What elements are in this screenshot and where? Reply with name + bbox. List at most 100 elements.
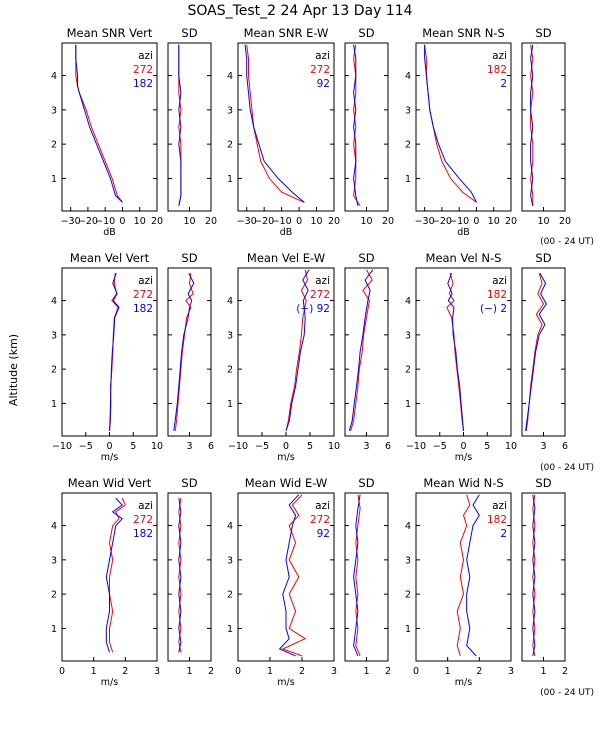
x-tick-label: −10 <box>95 216 115 227</box>
y-tick-label: 4 <box>51 71 57 82</box>
x-tick-label: 1 <box>186 666 192 677</box>
x-tick-label: 2 <box>476 666 482 677</box>
x-axis-label: dB <box>457 227 470 238</box>
y-tick-label: 2 <box>405 140 411 151</box>
x-tick-label: 0 <box>460 441 466 452</box>
x-tick-label: 3 <box>331 666 337 677</box>
y-tick-label: 4 <box>227 296 233 307</box>
panel-title: Mean Wid Vert <box>68 476 152 490</box>
x-tick-label: 10 <box>328 441 340 452</box>
x-tick-label: −10 <box>406 441 426 452</box>
x-tick-label: 10 <box>151 441 163 452</box>
legend-header: azi <box>138 50 153 62</box>
x-tick-label: −5 <box>79 441 93 452</box>
legend-header: azi <box>138 275 153 287</box>
x-tick-label: 20 <box>382 216 394 227</box>
series-line-blue <box>447 272 464 431</box>
legend-item: 182 <box>133 303 153 315</box>
x-tick-label: 5 <box>130 441 136 452</box>
plot-frame <box>521 492 566 662</box>
time-range-note-row1: (00 - 24 UT) <box>540 237 594 247</box>
plot-frame <box>344 267 389 437</box>
time-range-note-row3: (00 - 24 UT) <box>540 688 594 698</box>
legend-header: azi <box>315 50 330 62</box>
y-tick-label: 2 <box>51 365 57 376</box>
legend-item: 92 <box>317 528 330 540</box>
plot-frame <box>61 42 158 212</box>
legend-item: 92 <box>317 78 330 90</box>
x-tick-label: 0 <box>473 216 479 227</box>
y-tick-label: 2 <box>227 590 233 601</box>
series-line-blue <box>178 498 182 653</box>
panel-title: Mean Vel E-W <box>247 251 325 265</box>
x-tick-label: 1 <box>363 666 369 677</box>
x-tick-label: −10 <box>228 441 248 452</box>
panel-0-3: SD 10 20 <box>344 26 394 227</box>
x-tick-label: 5 <box>484 441 490 452</box>
x-tick-label: 10 <box>488 216 500 227</box>
x-tick-label: 1 <box>267 666 273 677</box>
x-tick-label: 10 <box>360 216 372 227</box>
panel-title: Mean SNR N-S <box>422 26 505 40</box>
y-tick-label: 1 <box>227 624 233 635</box>
panel-0-5: SD 10 20 <box>521 26 571 227</box>
panel-0-2: Mean SNR E-W 1 2 3 4 −30−20−10 0 10 20 dB azi 272 92 <box>227 26 340 238</box>
legend-header: azi <box>492 275 507 287</box>
y-tick-label: 1 <box>51 174 57 185</box>
panel-title: SD <box>358 476 374 490</box>
plot-frame <box>167 42 212 212</box>
legend-item: 182 <box>487 289 507 301</box>
x-tick-label: −20 <box>78 216 98 227</box>
x-tick-label: 20 <box>328 216 340 227</box>
x-tick-label: 3 <box>154 666 160 677</box>
y-tick-label: 2 <box>405 590 411 601</box>
legend-item: 272 <box>133 514 153 526</box>
legend-item: (−) 2 <box>480 303 507 315</box>
y-tick-label: 4 <box>227 71 233 82</box>
legend-item: 182 <box>133 78 153 90</box>
y-tick-label: 4 <box>405 521 411 532</box>
panel-title: SD <box>535 251 551 265</box>
y-tick-label: 3 <box>405 105 411 116</box>
panel-1-0: Mean Vel Vert 1 2 3 4 −10 −5 0 5 10 m/s azi 272 182 <box>51 251 163 463</box>
panel-2-3: SD 1 2 <box>344 476 391 677</box>
panel-title: SD <box>358 251 374 265</box>
series-line-red <box>174 273 194 431</box>
panel-title: Mean SNR Vert <box>67 26 153 40</box>
panel-1-3: SD 3 6 <box>344 251 391 452</box>
panel-1-1: SD 3 6 <box>167 251 214 452</box>
x-tick-label: 5 <box>307 441 313 452</box>
panel-title: SD <box>181 26 197 40</box>
x-axis-label: m/s <box>277 677 294 688</box>
panel-2-1: SD 1 2 <box>167 476 214 677</box>
y-tick-label: 3 <box>405 555 411 566</box>
legend-header: azi <box>138 500 153 512</box>
legend-header: azi <box>315 500 330 512</box>
legend-item: 2 <box>500 78 507 90</box>
time-range-note-row2: (00 - 24 UT) <box>540 463 594 473</box>
x-tick-label: 3 <box>363 441 369 452</box>
legend-item: 182 <box>133 528 153 540</box>
panel-title: SD <box>535 476 551 490</box>
y-tick-label: 3 <box>51 555 57 566</box>
series-line-blue <box>178 44 182 206</box>
series-line-blue <box>348 269 374 432</box>
plot-frame <box>344 42 389 212</box>
series-line-blue <box>75 44 123 203</box>
y-tick-label: 3 <box>51 330 57 341</box>
panel-title: SD <box>181 251 197 265</box>
series-line-red <box>353 44 361 207</box>
x-tick-label: −30 <box>61 216 81 227</box>
series-line-blue <box>424 44 477 203</box>
y-tick-label: 2 <box>405 365 411 376</box>
y-tick-label: 2 <box>51 140 57 151</box>
y-tick-label: 1 <box>51 624 57 635</box>
x-tick-label: −10 <box>272 216 292 227</box>
panel-title: Mean Vel N-S <box>426 251 502 265</box>
plot-frame <box>167 267 212 437</box>
series-line-red <box>530 44 534 206</box>
y-tick-label: 1 <box>405 624 411 635</box>
y-tick-label: 2 <box>51 590 57 601</box>
series-line-blue <box>278 494 300 657</box>
